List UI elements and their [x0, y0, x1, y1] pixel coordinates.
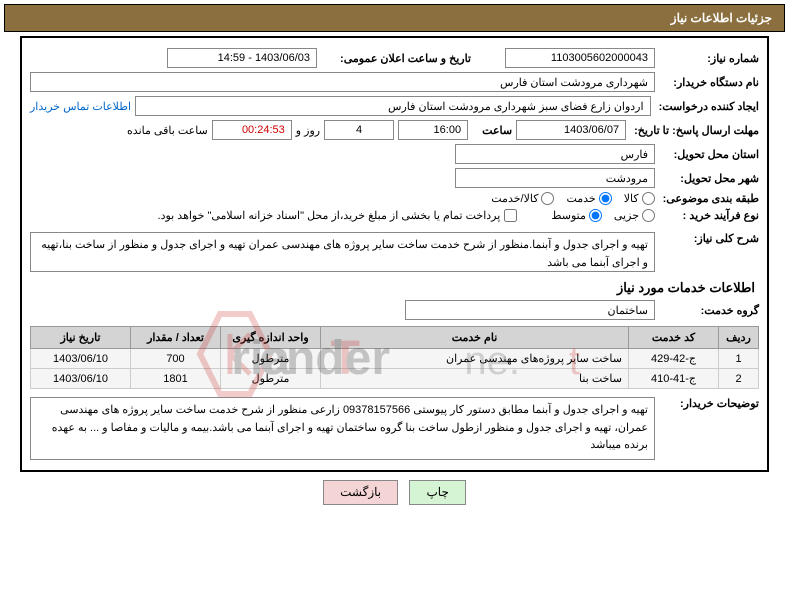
desc-text: تهیه و اجرای جدول و آبنما.منظور از شرح خ… [30, 232, 655, 272]
radio-medium[interactable]: متوسط [551, 209, 602, 222]
radio-minor[interactable]: جزیی [614, 209, 655, 222]
need-number-value: 1103005602000043 [505, 48, 655, 68]
footer-buttons: چاپ بازگشت [0, 480, 789, 505]
th-code: کد خدمت [629, 327, 719, 349]
city-value: مرودشت [455, 168, 655, 188]
desc-label: شرح کلی نیاز: [659, 232, 759, 245]
countdown: 00:24:53 [212, 120, 292, 140]
buyer-notes-label: توضیحات خریدار: [659, 397, 759, 410]
group-label: گروه خدمت: [659, 304, 759, 317]
days-label: روز و [296, 124, 320, 137]
process-label: نوع فرآیند خرید : [659, 209, 759, 222]
payment-note: پرداخت تمام یا بخشی از مبلغ خرید،از محل … [158, 209, 501, 222]
announce-value: 1403/06/03 - 14:59 [167, 48, 317, 68]
province-value: فارس [455, 144, 655, 164]
contact-link[interactable]: اطلاعات تماس خریدار [30, 100, 131, 113]
process-radios: جزیی متوسط [551, 209, 655, 222]
th-unit: واحد اندازه گیری [221, 327, 321, 349]
deadline-date: 1403/06/07 [516, 120, 626, 140]
print-button[interactable]: چاپ [409, 480, 465, 505]
back-button[interactable]: بازگشت [323, 480, 398, 505]
payment-checkbox[interactable] [504, 209, 517, 222]
table-row: 1 ج-42-429 ساخت سایر پروژه‌های مهندسی عم… [31, 349, 759, 369]
category-label: طبقه بندی موضوعی: [659, 192, 759, 205]
requester-value: اردوان زارع فضای سبز شهرداری مرودشت استا… [135, 96, 651, 116]
radio-service[interactable]: خدمت [566, 192, 611, 205]
th-row: ردیف [719, 327, 759, 349]
group-value: ساختمان [405, 300, 655, 320]
announce-label: تاریخ و ساعت اعلان عمومی: [321, 52, 471, 65]
remaining-label: ساعت باقی مانده [127, 124, 208, 137]
category-radios: کالا خدمت کالا/خدمت [491, 192, 654, 205]
payment-note-wrap: پرداخت تمام یا بخشی از مبلغ خرید،از محل … [158, 209, 518, 222]
deadline-time: 16:00 [398, 120, 468, 140]
deadline-label: مهلت ارسال پاسخ: تا تاریخ: [630, 124, 759, 137]
services-title: اطلاعات خدمات مورد نیاز [30, 280, 759, 296]
buyer-label: نام دستگاه خریدار: [659, 76, 759, 89]
radio-goods[interactable]: کالا [624, 192, 655, 205]
buyer-notes: تهیه و اجرای جدول و آبنما مطابق دستور کا… [30, 397, 655, 460]
th-name: نام خدمت [321, 327, 629, 349]
services-table: ردیف کد خدمت نام خدمت واحد اندازه گیری ت… [30, 326, 759, 389]
header-title: جزئیات اطلاعات نیاز [671, 11, 772, 25]
city-label: شهر محل تحویل: [659, 172, 759, 185]
th-date: تاریخ نیاز [31, 327, 131, 349]
th-qty: تعداد / مقدار [131, 327, 221, 349]
table-row: 2 ج-41-410 ساخت بنا مترطول 1801 1403/06/… [31, 369, 759, 389]
days-value: 4 [324, 120, 394, 140]
time-label: ساعت [472, 124, 512, 137]
buyer-value: شهرداری مرودشت استان فارس [30, 72, 655, 92]
radio-goods-service[interactable]: کالا/خدمت [491, 192, 554, 205]
province-label: استان محل تحویل: [659, 148, 759, 161]
main-panel: شماره نیاز: 1103005602000043 تاریخ و ساع… [20, 36, 769, 472]
panel-header: جزئیات اطلاعات نیاز [4, 4, 785, 32]
need-number-label: شماره نیاز: [659, 52, 759, 65]
requester-label: ایجاد کننده درخواست: [655, 100, 759, 113]
